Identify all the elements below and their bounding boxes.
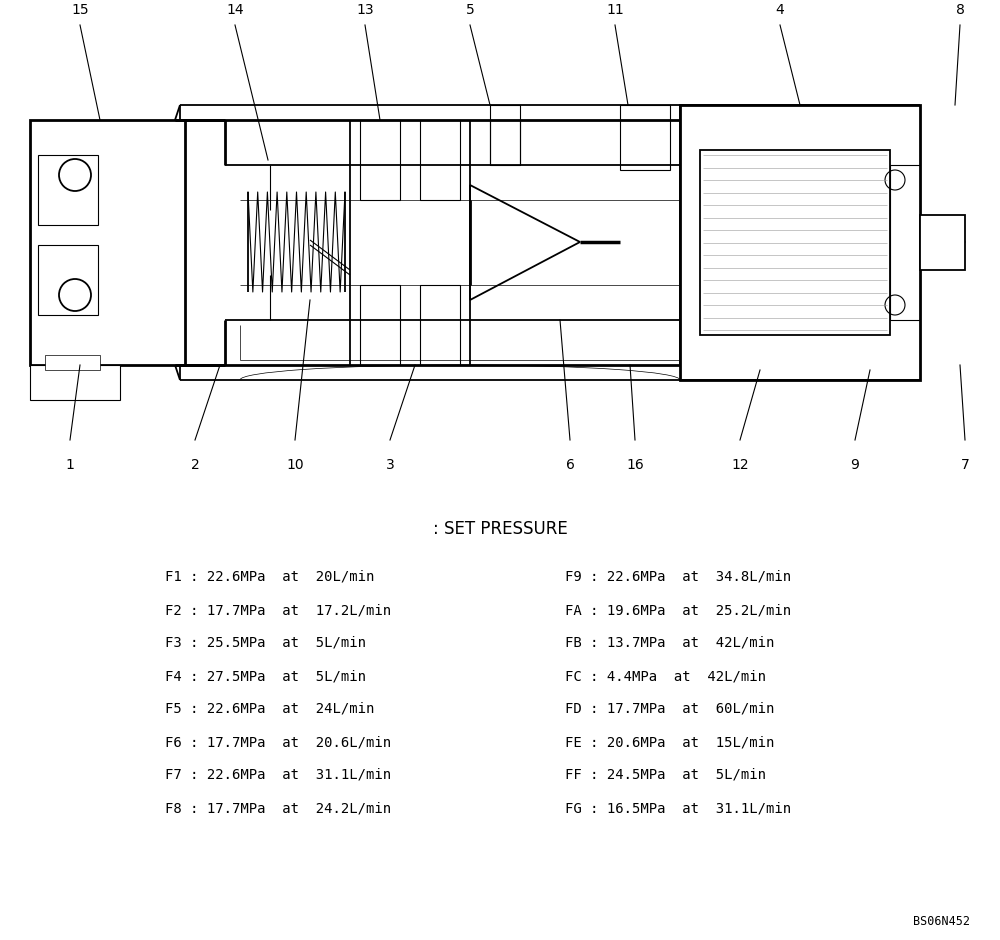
Polygon shape: [932, 230, 965, 255]
Text: 16: 16: [626, 458, 644, 472]
Text: FD : 17.7MPa  at  60L/min: FD : 17.7MPa at 60L/min: [565, 702, 774, 716]
Bar: [490, 105, 520, 165]
Text: 13: 13: [356, 3, 374, 17]
Text: FE : 20.6MPa  at  15L/min: FE : 20.6MPa at 15L/min: [565, 735, 774, 749]
Text: FF : 24.5MPa  at  5L/min: FF : 24.5MPa at 5L/min: [565, 768, 766, 782]
Bar: [920, 215, 965, 270]
Text: F1 : 22.6MPa  at  20L/min: F1 : 22.6MPa at 20L/min: [165, 570, 374, 584]
Bar: [360, 120, 400, 200]
Text: 4: 4: [776, 3, 784, 17]
Bar: [30, 120, 185, 365]
Text: F5 : 22.6MPa  at  24L/min: F5 : 22.6MPa at 24L/min: [165, 702, 374, 716]
Text: 3: 3: [386, 458, 394, 472]
Text: 6: 6: [566, 458, 574, 472]
Text: 9: 9: [851, 458, 859, 472]
Bar: [620, 105, 670, 170]
Text: FB : 13.7MPa  at  42L/min: FB : 13.7MPa at 42L/min: [565, 636, 774, 650]
Bar: [680, 105, 920, 380]
Text: 14: 14: [226, 3, 244, 17]
Text: F9 : 22.6MPa  at  34.8L/min: F9 : 22.6MPa at 34.8L/min: [565, 570, 791, 584]
Bar: [420, 120, 460, 200]
Bar: [45, 355, 100, 370]
Bar: [38, 155, 98, 225]
Text: F6 : 17.7MPa  at  20.6L/min: F6 : 17.7MPa at 20.6L/min: [165, 735, 391, 749]
Text: FA : 19.6MPa  at  25.2L/min: FA : 19.6MPa at 25.2L/min: [565, 603, 791, 617]
Bar: [30, 365, 120, 400]
Text: FG : 16.5MPa  at  31.1L/min: FG : 16.5MPa at 31.1L/min: [565, 801, 791, 815]
Bar: [360, 285, 400, 365]
Text: 11: 11: [606, 3, 624, 17]
Text: 10: 10: [286, 458, 304, 472]
Bar: [420, 285, 460, 365]
Polygon shape: [470, 185, 580, 300]
Text: 5: 5: [466, 3, 474, 17]
Text: FC : 4.4MPa  at  42L/min: FC : 4.4MPa at 42L/min: [565, 669, 766, 683]
Text: F3 : 25.5MPa  at  5L/min: F3 : 25.5MPa at 5L/min: [165, 636, 366, 650]
Bar: [700, 150, 890, 335]
Text: 7: 7: [961, 458, 969, 472]
Text: 2: 2: [191, 458, 199, 472]
Bar: [38, 245, 98, 315]
Text: 15: 15: [71, 3, 89, 17]
Text: BS06N452: BS06N452: [913, 915, 970, 928]
Text: 8: 8: [956, 3, 964, 17]
Text: 12: 12: [731, 458, 749, 472]
Text: F2 : 17.7MPa  at  17.2L/min: F2 : 17.7MPa at 17.2L/min: [165, 603, 391, 617]
Text: F8 : 17.7MPa  at  24.2L/min: F8 : 17.7MPa at 24.2L/min: [165, 801, 391, 815]
Text: F4 : 27.5MPa  at  5L/min: F4 : 27.5MPa at 5L/min: [165, 669, 366, 683]
Text: F7 : 22.6MPa  at  31.1L/min: F7 : 22.6MPa at 31.1L/min: [165, 768, 391, 782]
Text: : SET PRESSURE: : SET PRESSURE: [433, 520, 567, 538]
Text: 1: 1: [66, 458, 74, 472]
